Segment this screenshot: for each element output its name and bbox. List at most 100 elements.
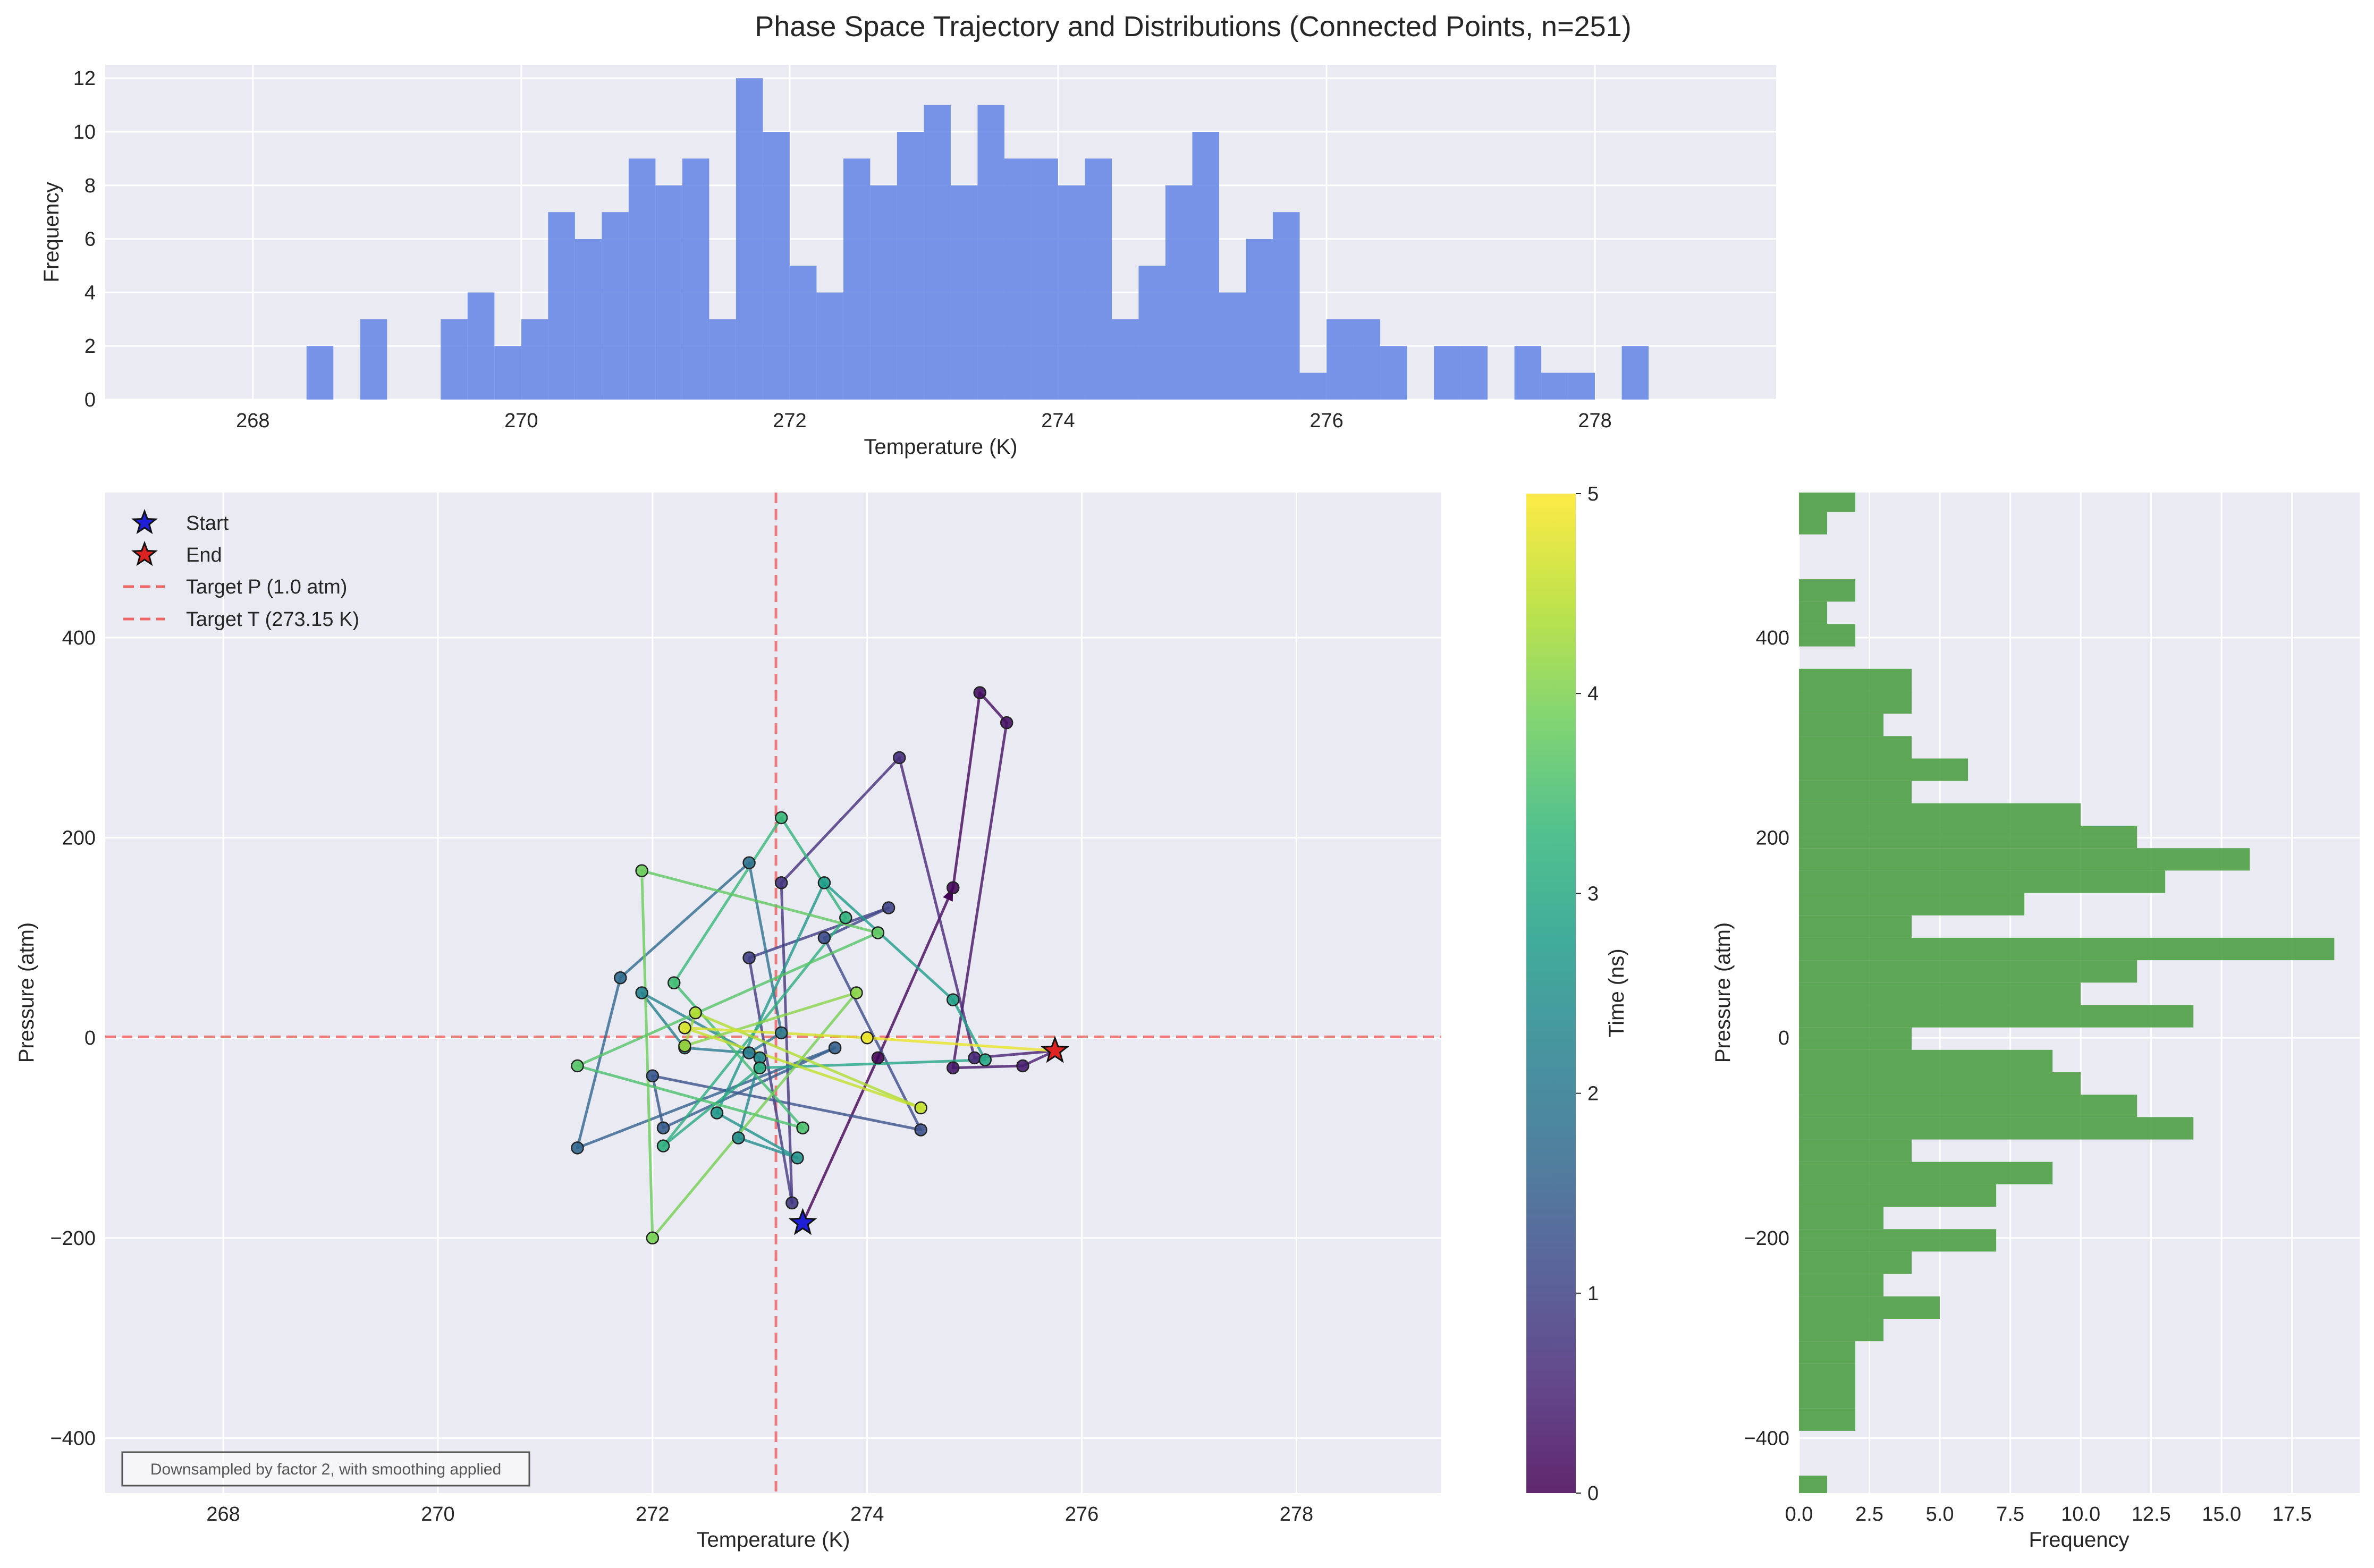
trajectory-point — [946, 993, 960, 1006]
pressure-histogram-bars — [1799, 493, 2335, 1493]
pressure-histogram-bar — [1799, 1005, 2194, 1028]
trajectory-segment — [640, 991, 686, 1049]
pressure-histogram-bar — [1799, 1072, 2081, 1095]
temperature-histogram-bar — [816, 292, 843, 400]
temperature-histogram-bars — [306, 78, 1649, 400]
pressure-histogram-xtick: 15.0 — [2202, 1503, 2241, 1525]
trajectory-point — [742, 951, 756, 964]
trajectory-point — [860, 1031, 874, 1045]
temperature-histogram-bar — [924, 105, 951, 400]
trajectory-segment — [651, 991, 858, 1240]
temperature-histogram-ytick: 6 — [85, 228, 96, 251]
trajectory-segment — [715, 1111, 799, 1159]
legend: Start End Target P (1.0 atm) Target T (2… — [123, 508, 359, 631]
temperature-histogram-bar — [655, 185, 682, 400]
trajectory-segment — [780, 881, 793, 1205]
trajectory-segment — [780, 816, 847, 919]
pressure-histogram-bar — [1799, 1027, 1912, 1050]
temperature-histogram-ytick: 10 — [73, 121, 96, 143]
trajectory-point — [1016, 1059, 1029, 1073]
trajectory-point — [742, 1046, 756, 1060]
phase-space-grid — [105, 493, 1441, 1493]
temperature-histogram-bar — [1085, 158, 1112, 400]
temperature-histogram-bar — [736, 78, 763, 400]
trajectory-segment — [662, 1066, 762, 1148]
pressure-histogram-bar — [1799, 1296, 1940, 1319]
temperature-histogram-bar — [1273, 212, 1300, 400]
colorbar-gradient-bar — [1526, 494, 1576, 1493]
temperature-histogram-bar — [1621, 346, 1649, 400]
pressure-histogram-bar — [1799, 1184, 1997, 1207]
temperature-histogram-bar — [467, 292, 495, 400]
temperature-histogram-bar — [441, 319, 468, 400]
trajectory-point — [785, 1196, 799, 1210]
pressure-histogram-bar — [1799, 1386, 1856, 1409]
temperature-histogram-xtick: 278 — [1578, 410, 1611, 432]
temperature-histogram-bar — [709, 319, 736, 400]
phase-space-xtick: 272 — [636, 1503, 669, 1525]
temperature-histogram-ytick: 8 — [85, 175, 96, 197]
trajectory-point — [710, 1106, 724, 1120]
legend-start-marker — [131, 508, 158, 535]
temperature-histogram: 268 270 272 274 276 278 0 2 4 6 8 10 12 Temperature … — [40, 65, 1776, 459]
trajectory-point — [614, 971, 627, 985]
phase-space-xtick: 270 — [421, 1503, 454, 1525]
legend-start-label: Start — [186, 512, 229, 535]
temperature-histogram-ticks: 268 270 272 274 276 278 0 2 4 6 8 10 12 — [73, 67, 1612, 432]
trajectory-segment — [951, 998, 987, 1062]
trajectory-segment — [876, 886, 954, 1060]
phase-space-ytick: 200 — [62, 827, 96, 850]
pressure-histogram-bar — [1799, 982, 2081, 1005]
legend-target-temperature-label: Target T (273.15 K) — [186, 608, 359, 631]
pressure-histogram-xtick: 7.5 — [1996, 1503, 2024, 1525]
trajectory-point — [774, 876, 788, 889]
trajectory-point — [571, 1141, 584, 1155]
pressure-histogram-bar — [1799, 803, 2081, 826]
trajectory-segment — [951, 1064, 1024, 1070]
temperature-histogram-bar — [1192, 132, 1219, 400]
temperature-histogram-bar — [1165, 185, 1193, 400]
annotation-box — [121, 1451, 530, 1487]
pressure-histogram-ytick: −400 — [1744, 1427, 1789, 1450]
pressure-histogram-ytick: 400 — [1756, 627, 1789, 649]
colorbar-ticks: 0 1 2 3 4 5 — [1576, 483, 1599, 1505]
trajectory-segment — [780, 756, 901, 884]
trajectory-point — [817, 876, 831, 889]
colorbar-tick-label: 1 — [1587, 1283, 1599, 1305]
pressure-histogram-xtick: 10.0 — [2061, 1503, 2100, 1525]
pressure-histogram-xlabel: Frequency — [2029, 1528, 2130, 1552]
pressure-histogram-bar — [1799, 870, 2166, 893]
pressure-histogram-xtick: 0.0 — [1785, 1503, 1813, 1525]
colorbar-tick-label: 3 — [1587, 883, 1599, 905]
trajectory-segment — [951, 691, 982, 889]
pressure-histogram-bar — [1799, 915, 1912, 938]
trajectory-point — [646, 1069, 660, 1083]
temperature-histogram-xtick: 270 — [504, 410, 538, 432]
temperature-histogram-ytick: 2 — [85, 335, 96, 358]
trajectory-segment — [640, 869, 654, 1240]
trajectory-point — [646, 1231, 660, 1245]
temperature-histogram-bar — [602, 212, 629, 400]
trajectory-point — [946, 881, 960, 895]
temperature-histogram-xtick: 274 — [1041, 410, 1075, 432]
temperature-histogram-bar — [1514, 346, 1542, 400]
pressure-histogram: 0.0 2.5 5.0 7.5 10.0 12.5 15.0 17.5 −400 −200 0 200… — [1711, 493, 2360, 1552]
temperature-histogram-bar — [494, 346, 521, 400]
temperature-histogram-bar — [628, 158, 656, 400]
trajectory-segment — [651, 1074, 923, 1131]
trajectory-point — [978, 1053, 992, 1066]
trajectory-point — [882, 901, 895, 914]
phase-space-plot: 268 270 272 274 276 278 −400 −200 0 200 400 Temper… — [15, 493, 1441, 1552]
pressure-histogram-bar — [1799, 624, 1856, 647]
temperature-histogram-bar — [682, 158, 709, 400]
pressure-histogram-bar — [1799, 691, 1912, 714]
pressure-histogram-bar — [1799, 1207, 1884, 1230]
trajectory-point — [656, 1139, 670, 1152]
temperature-histogram-bar — [1434, 346, 1461, 400]
temperature-histogram-ytick: 0 — [85, 389, 96, 411]
pressure-histogram-bar — [1799, 1274, 1884, 1296]
trajectory-segment — [672, 816, 783, 985]
trajectory-point — [946, 1061, 960, 1074]
phase-space-ticks: 268 270 272 274 276 278 −400 −200 0 200 400 — [50, 627, 1313, 1525]
temperature-histogram-xtick: 268 — [236, 410, 269, 432]
